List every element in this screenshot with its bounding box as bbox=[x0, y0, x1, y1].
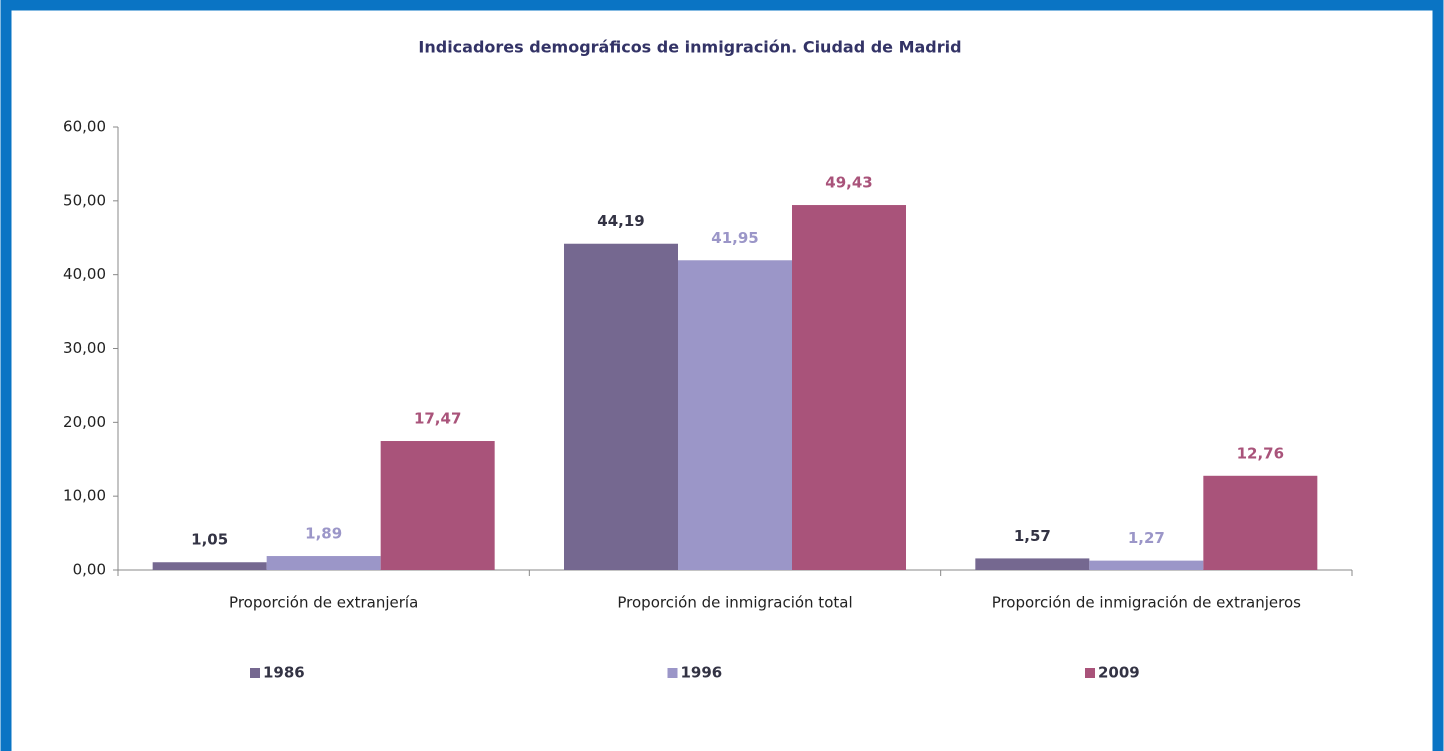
legend-label: 2009 bbox=[1098, 664, 1140, 682]
value-label: 17,47 bbox=[414, 410, 461, 428]
x-tick-label: Proporción de inmigración de extranjeros bbox=[992, 594, 1301, 612]
bar bbox=[1089, 560, 1204, 570]
bar bbox=[1203, 475, 1318, 570]
y-tick-label: 40,00 bbox=[63, 265, 106, 283]
x-tick-label: Proporción de inmigración total bbox=[617, 594, 852, 612]
legend-swatch bbox=[250, 668, 260, 678]
value-label: 1,05 bbox=[191, 531, 228, 549]
value-label: 44,19 bbox=[597, 212, 644, 230]
bar bbox=[678, 260, 792, 570]
y-tick-label: 30,00 bbox=[63, 339, 106, 357]
bar bbox=[266, 556, 381, 570]
y-tick-label: 50,00 bbox=[63, 191, 106, 209]
legend-label: 1996 bbox=[681, 664, 723, 682]
legend-swatch bbox=[1085, 668, 1095, 678]
y-tick-label: 10,00 bbox=[63, 487, 106, 505]
y-tick-label: 60,00 bbox=[63, 118, 106, 136]
value-label: 12,76 bbox=[1237, 444, 1284, 462]
x-tick-label: Proporción de extranjería bbox=[229, 594, 418, 612]
legend-swatch bbox=[667, 668, 678, 678]
bar bbox=[564, 243, 678, 570]
value-label: 1,89 bbox=[305, 525, 342, 543]
bar bbox=[975, 558, 1090, 570]
legend-label: 1986 bbox=[263, 664, 305, 682]
bar bbox=[380, 441, 495, 570]
value-label: 49,43 bbox=[825, 174, 872, 192]
chart-title: Indicadores demográficos de inmigración.… bbox=[418, 38, 961, 57]
value-label: 1,57 bbox=[1014, 527, 1051, 545]
y-tick-label: 20,00 bbox=[63, 413, 106, 431]
bar bbox=[152, 562, 267, 570]
value-label: 41,95 bbox=[711, 229, 758, 247]
bar bbox=[792, 205, 906, 570]
value-label: 1,27 bbox=[1128, 529, 1165, 547]
y-tick-label: 0,00 bbox=[73, 561, 106, 579]
